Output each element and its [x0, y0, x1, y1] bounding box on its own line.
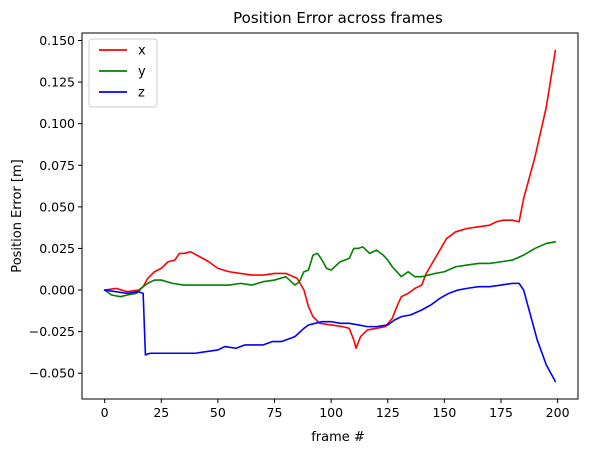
y-tick-label: −0.050: [29, 366, 75, 381]
legend-box: [88, 38, 158, 108]
y-tick-label: 0.125: [39, 75, 75, 90]
x-tick-label: 0: [101, 405, 109, 420]
x-tick-label: 150: [432, 405, 456, 420]
y-tick-label: 0.025: [39, 241, 75, 256]
legend-label-z: z: [138, 86, 145, 101]
series-layer: [103, 49, 557, 383]
plot-frame: [81, 32, 579, 400]
y-tick-label: 0.150: [39, 33, 75, 48]
legend-label-x: x: [138, 44, 146, 59]
x-axis: 0 25 50 75 100 125 150 175 200: [101, 399, 570, 420]
series-line-x: [103, 49, 557, 350]
series-line-z: [103, 282, 557, 383]
x-tick-label: 200: [546, 405, 570, 420]
legend-items: xyz: [99, 44, 146, 101]
chart-title: Position Error across frames: [233, 9, 443, 27]
x-tick-label: 25: [153, 405, 169, 420]
y-tick-label: 0.075: [39, 158, 75, 173]
x-tick-label: 50: [210, 405, 226, 420]
x-tick-label: 75: [267, 405, 283, 420]
legend-label-y: y: [138, 65, 146, 80]
legend: xyz: [88, 38, 158, 108]
y-axis-label: Position Error [m]: [10, 159, 25, 272]
y-axis: −0.050 −0.025 0.000 0.025 0.050 0.075 0.100 0.1…: [29, 33, 82, 381]
y-tick-label: −0.025: [29, 324, 75, 339]
series-line-y: [103, 240, 557, 298]
x-axis-label: frame #: [311, 430, 365, 445]
y-tick-label: 0.100: [39, 116, 75, 131]
y-tick-label: 0.000: [39, 283, 75, 298]
x-tick-label: 100: [319, 405, 343, 420]
x-tick-label: 125: [376, 405, 400, 420]
x-tick-label: 175: [489, 405, 513, 420]
y-tick-label: 0.050: [39, 199, 75, 214]
